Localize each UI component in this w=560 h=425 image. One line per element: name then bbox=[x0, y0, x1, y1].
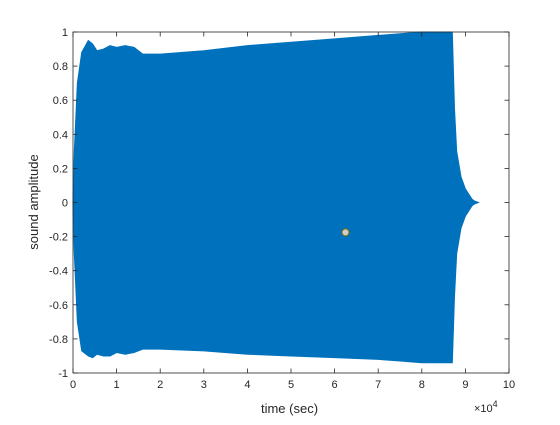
x-tick-label: 2 bbox=[157, 379, 163, 391]
x-tick-label: 5 bbox=[288, 379, 294, 391]
x-axis-exponent-power: 4 bbox=[493, 399, 498, 409]
x-tick-label: 3 bbox=[201, 379, 207, 391]
y-tick-label: -0.2 bbox=[49, 232, 68, 244]
y-tick-label: 0.2 bbox=[53, 163, 68, 175]
x-tick-label: 0 bbox=[70, 379, 76, 391]
x-axis-label: time (sec) bbox=[261, 401, 318, 416]
x-tick-label: 8 bbox=[419, 379, 425, 391]
x-tick-label: 1 bbox=[114, 379, 120, 391]
y-tick-label: 0.6 bbox=[53, 95, 68, 107]
y-tick-label: -0.6 bbox=[49, 300, 68, 312]
y-tick-label: 1 bbox=[62, 27, 68, 39]
x-tick-label: 6 bbox=[332, 379, 338, 391]
y-axis-label: sound amplitude bbox=[26, 154, 41, 249]
y-tick-label: 0 bbox=[62, 198, 68, 210]
plot-area bbox=[72, 31, 509, 373]
waveform-series-0 bbox=[72, 31, 480, 364]
x-tick-label: 9 bbox=[462, 379, 468, 391]
y-tick-label: 0.4 bbox=[53, 129, 68, 141]
data-marker-0 bbox=[341, 228, 350, 237]
y-tick-label: -0.8 bbox=[49, 334, 68, 346]
y-tick-label: -0.4 bbox=[49, 266, 68, 278]
x-tick-label: 7 bbox=[375, 379, 381, 391]
x-axis-exponent: ×104 bbox=[474, 399, 498, 415]
x-axis-exponent-base: ×10 bbox=[474, 403, 493, 415]
axes bbox=[72, 31, 510, 374]
y-tick-label: -1 bbox=[58, 368, 68, 380]
x-tick-label: 10 bbox=[503, 379, 515, 391]
x-tick-label: 4 bbox=[244, 379, 250, 391]
tick-labels: 0 1 2 3 4 5 6 7 8 9 10 1 0.8 0.6 0.4 0.2 0 -0.2 -0.4 -0.6 -0… bbox=[49, 27, 515, 391]
y-tick-label: 0.8 bbox=[53, 61, 68, 73]
